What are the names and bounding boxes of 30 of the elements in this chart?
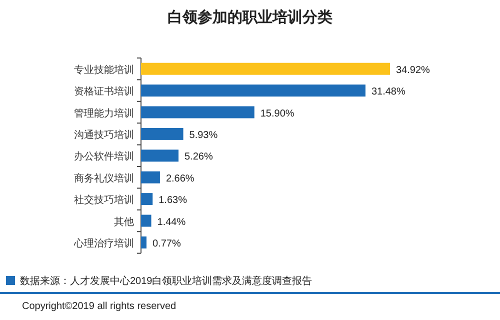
bar <box>141 84 366 97</box>
data-label: 34.92% <box>396 64 430 76</box>
y-tick-label: 心理治疗培训 <box>73 237 134 250</box>
y-tick-label: 办公软件培训 <box>74 150 134 163</box>
data-label: 5.26% <box>184 152 213 163</box>
y-tick-label: 资格证书培训 <box>74 86 134 98</box>
bar <box>141 150 179 162</box>
bar <box>141 193 153 206</box>
data-label: 1.44% <box>157 216 186 228</box>
data-label: 5.93% <box>189 130 218 141</box>
y-tick-label: 商务礼仪培训 <box>74 172 134 184</box>
bar <box>141 214 152 227</box>
data-label: 1.63% <box>158 195 188 206</box>
data-label: 31.48% <box>371 86 406 98</box>
y-tick-label: 社交技巧培训 <box>74 194 134 206</box>
bar <box>141 236 146 248</box>
data-label: 15.90% <box>260 108 294 120</box>
text: Copyright©2019 all rights reserved <box>22 301 176 312</box>
y-tick-label: 沟通技巧培训 <box>74 128 134 141</box>
y-tick-label: 专业技能培训 <box>74 64 134 76</box>
bar <box>141 106 254 118</box>
bar <box>141 171 160 184</box>
y-tick-label: 管理能力培训 <box>74 107 134 120</box>
data-label: 0.77% <box>152 238 181 250</box>
bar <box>141 62 390 75</box>
data-label: 2.66% <box>166 173 194 184</box>
bar <box>141 128 184 140</box>
chart-title: 白领参加的职业培训分类 <box>168 8 332 26</box>
source-note: 数据来源：人才发展中心2019白领职业培训需求及满意度调查报告 <box>20 275 312 287</box>
y-tick-label: 其他 <box>114 216 134 228</box>
